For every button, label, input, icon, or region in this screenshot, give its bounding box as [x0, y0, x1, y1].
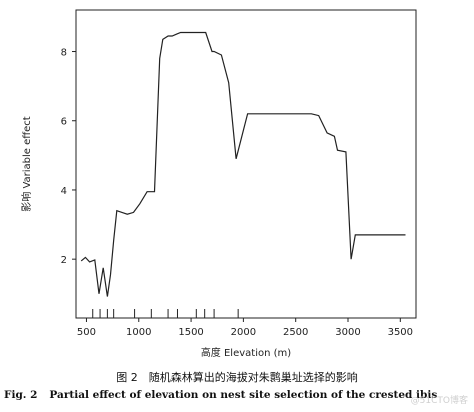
y-tick-label: 4 — [61, 186, 67, 197]
y-tick-label: 6 — [61, 117, 67, 128]
y-axis-label: 影响 Variable effect — [20, 116, 33, 212]
x-axis-label: 高度 Elevation (m) — [201, 346, 291, 359]
y-tick-label: 8 — [61, 48, 67, 59]
x-tick-label: 1500 — [178, 327, 203, 338]
x-tick-label: 2000 — [231, 327, 256, 338]
figure-number: Fig. 2 — [4, 389, 38, 401]
x-tick-label: 3500 — [388, 327, 413, 338]
x-tick-label: 500 — [77, 327, 96, 338]
figure-caption-text: Partial effect of elevation on nest site… — [49, 389, 438, 401]
watermark: @51CTO博客 — [410, 396, 468, 406]
rug-marks — [92, 309, 239, 318]
x-tick-label: 1000 — [126, 327, 151, 338]
figure-caption-english: Fig. 2 Partial effect of elevation on nes… — [4, 389, 437, 401]
figure-caption-chinese: 图 2 随机森林算出的海拔对朱鹮巢址选择的影响 — [116, 371, 358, 384]
x-tick-label: 3000 — [335, 327, 360, 338]
y-tick-label: 2 — [61, 255, 67, 266]
y-axis-ticks: 2 4 6 8 — [61, 48, 76, 266]
x-axis-ticks: 500 1000 1500 2000 2500 3000 3500 — [77, 318, 413, 338]
elevation-effect-chart: 500 1000 1500 2000 2500 3000 3500 2 4 6 8 高度 Elev… — [20, 9, 417, 359]
plot-frame — [75, 9, 417, 319]
x-tick-label: 2500 — [283, 327, 308, 338]
effect-series-line — [80, 31, 406, 297]
